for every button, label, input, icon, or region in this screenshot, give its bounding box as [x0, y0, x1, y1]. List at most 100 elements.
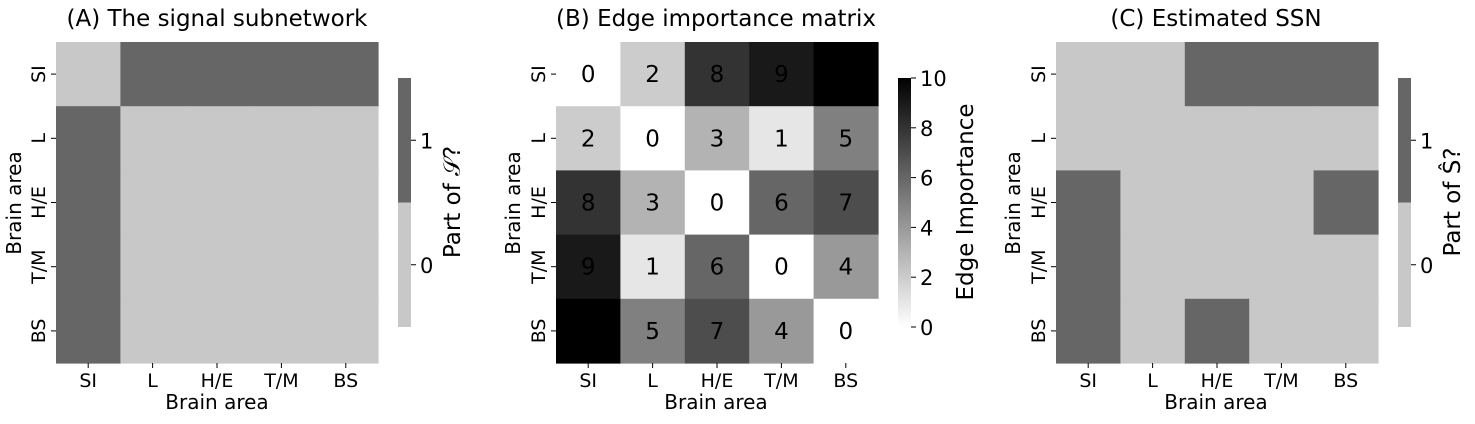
- cell-value-label: 9: [581, 255, 596, 281]
- panel-b-ylabel: Brain area: [501, 151, 525, 254]
- panel-c: (C) Estimated SSN SI L H/E T/M BS SILH/ET/MB…: [1001, 6, 1466, 414]
- heatmap-cell: [1120, 106, 1186, 171]
- heatmap-cell: [620, 298, 686, 364]
- heatmap-cell: [620, 106, 686, 171]
- heatmap-cell: [556, 42, 621, 107]
- heatmap-cell: [56, 42, 121, 107]
- panel-a-colorbar: 01: [398, 78, 433, 327]
- heatmap-cell: [120, 106, 186, 171]
- heatmap-cell: [120, 170, 186, 236]
- cell-value-label: 8: [710, 62, 725, 88]
- heatmap-cell: [1056, 42, 1121, 107]
- colorbar-tick-label: 2: [920, 266, 933, 290]
- y-tick-label: H/E: [1028, 186, 1050, 219]
- x-tick-label: T/M: [763, 370, 798, 392]
- heatmap-cell: [56, 170, 121, 236]
- panel-a-x-ticks: SI L H/E T/M BS: [79, 363, 358, 392]
- colorbar-segment-0: [1398, 202, 1411, 327]
- colorbar-tick-label: 0: [920, 316, 933, 340]
- heatmap-cell: [1184, 170, 1250, 236]
- heatmap-cell: [249, 170, 315, 236]
- cell-value-label: 10: [831, 62, 860, 88]
- panel-c-colorbar-label: Part of Ŝ?: [1438, 147, 1466, 256]
- heatmap-cell: [249, 42, 315, 107]
- heatmap-cell: [1056, 234, 1121, 300]
- panel-c-colorbar: 01: [1398, 78, 1433, 327]
- y-tick-label: H/E: [28, 186, 50, 219]
- heatmap-cell: [1056, 170, 1121, 236]
- cell-value-label: 1: [774, 126, 789, 152]
- heatmap-cell: [684, 234, 750, 300]
- panel-c-xlabel: Brain area: [1164, 390, 1267, 414]
- y-tick-label: L: [28, 133, 50, 144]
- panel-b-colorbar: 0 2 4 6 8 10: [898, 67, 947, 340]
- colorbar-gradient: [898, 78, 911, 327]
- panel-a: (A) The signal subnetwork SI L H/E T/M BS SI…: [2, 6, 466, 414]
- cell-value-label: 1: [645, 255, 660, 281]
- y-tick-label: BS: [1028, 319, 1050, 344]
- panel-b-y-ticks: SI L H/E T/M BS: [528, 65, 556, 343]
- heatmap-cell: [56, 106, 121, 171]
- heatmap-cell: [1184, 234, 1250, 300]
- colorbar-tick-label: 0: [420, 254, 433, 278]
- cell-value-label: 0: [581, 62, 596, 88]
- heatmap-cell: [1249, 42, 1315, 107]
- cell-value-label: 8: [581, 191, 596, 217]
- heatmap-cell: [120, 298, 186, 364]
- panel-c-y-ticks: SI L H/E T/M BS: [1028, 65, 1056, 343]
- cell-value-label: 0: [645, 126, 660, 152]
- heatmap-cell: [1313, 106, 1379, 171]
- heatmap-cell: [1249, 170, 1315, 236]
- heatmap-cell: [184, 106, 250, 171]
- panel-b-heatmap: 0 2 8 9 10 2 0 3 1 5 8 3 0 6 7 9 1 6 0 4 10 5 7 4 0: [556, 42, 879, 364]
- colorbar-segment-0: [398, 202, 411, 327]
- cell-value-label: 10: [574, 319, 603, 345]
- y-tick-label: L: [528, 133, 550, 144]
- heatmap-cell: [56, 298, 121, 364]
- cell-value-label: 7: [710, 319, 725, 345]
- panel-a-heatmap: [56, 42, 379, 364]
- y-tick-label: SI: [1028, 65, 1050, 83]
- heatmap-cell: [184, 170, 250, 236]
- heatmap-cell: [1184, 106, 1250, 171]
- cell-value-label: 5: [645, 319, 660, 345]
- cell-value-label: 4: [774, 319, 789, 345]
- cell-value-label: 2: [581, 126, 596, 152]
- heatmap-cell: [184, 298, 250, 364]
- heatmap-cell: [749, 234, 815, 300]
- x-tick-label: L: [1147, 370, 1158, 392]
- heatmap-cell: [1120, 42, 1186, 107]
- panel-a-xlabel: Brain area: [165, 390, 268, 414]
- heatmap-cell: [313, 170, 379, 236]
- heatmap-cell: [749, 42, 815, 107]
- y-tick-label: SI: [528, 65, 550, 83]
- y-tick-label: BS: [28, 319, 50, 344]
- heatmap-cell: [684, 170, 750, 236]
- heatmap-cell: [556, 170, 621, 236]
- heatmap-cell: [556, 106, 621, 171]
- panel-b: (B) Edge importance matrix 0 2 8 9 102 0 3 1 58 3…: [501, 6, 979, 414]
- x-tick-label: BS: [1333, 370, 1358, 392]
- colorbar-segment-1: [1398, 78, 1411, 203]
- heatmap-cell: [620, 42, 686, 107]
- x-tick-label: BS: [833, 370, 858, 392]
- y-tick-label: T/M: [1028, 249, 1050, 284]
- heatmap-cell: [813, 42, 879, 107]
- heatmap-cell: [813, 170, 879, 236]
- heatmap-cell: [249, 234, 315, 300]
- colorbar-tick-label: 1: [1420, 129, 1433, 153]
- heatmap-cell: [313, 106, 379, 171]
- x-tick-label: H/E: [201, 370, 234, 392]
- colorbar-tick-label: 4: [920, 216, 933, 240]
- heatmap-cell: [1184, 42, 1250, 107]
- x-tick-label: BS: [333, 370, 358, 392]
- heatmap-cell: [1249, 106, 1315, 171]
- y-tick-label: SI: [28, 65, 50, 83]
- heatmap-cell: [813, 106, 879, 171]
- y-tick-label: H/E: [528, 186, 550, 219]
- heatmap-cell: [1120, 234, 1186, 300]
- heatmap-cell: [184, 42, 250, 107]
- y-tick-label: L: [1028, 133, 1050, 144]
- heatmap-cell: [684, 42, 750, 107]
- cell-value-label: 0: [774, 255, 789, 281]
